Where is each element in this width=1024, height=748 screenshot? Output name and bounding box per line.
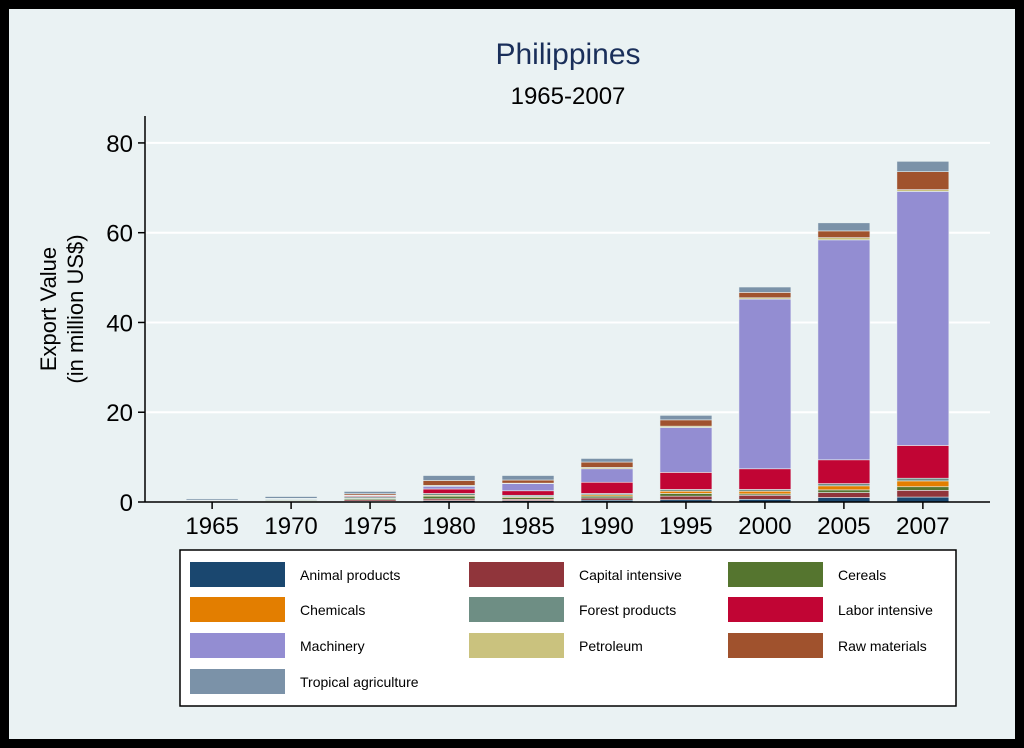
legend-swatch bbox=[728, 597, 823, 622]
bar-segment bbox=[501, 475, 555, 481]
bar-segment bbox=[738, 494, 792, 500]
chart-subtitle: 1965-2007 bbox=[511, 83, 626, 110]
legend-swatch bbox=[190, 597, 285, 622]
bar-segment bbox=[817, 230, 871, 238]
bar-segment bbox=[422, 480, 476, 486]
stacked-bar-chart: Philippines 1965-2007 0 20 40 60 80 1965 1970… bbox=[36, 38, 990, 707]
x-ticks: 1965 1970 1975 1980 1985 1990 1995 2000 2005 2007 bbox=[185, 502, 950, 540]
chart-panel: Philippines 1965-2007 0 20 40 60 80 1965 1970… bbox=[9, 9, 1015, 739]
bar-segment bbox=[896, 171, 950, 190]
bar-segment bbox=[422, 495, 476, 500]
bar-segment bbox=[659, 419, 713, 427]
x-tick-label: 1985 bbox=[501, 513, 554, 540]
bar-segment bbox=[659, 472, 713, 490]
bar-segment bbox=[817, 489, 871, 493]
bar-segment bbox=[580, 481, 634, 494]
bar-segment bbox=[896, 490, 950, 498]
bar-segment bbox=[896, 161, 950, 172]
x-tick-label: 2007 bbox=[896, 513, 949, 540]
legend-label: Tropical agriculture bbox=[300, 674, 419, 690]
legend-swatch bbox=[469, 633, 564, 658]
y-ticks: 0 20 40 60 80 bbox=[106, 131, 145, 517]
legend-label: Cereals bbox=[838, 567, 886, 583]
x-tick-label: 2005 bbox=[817, 513, 870, 540]
legend-swatch bbox=[190, 562, 285, 587]
bar-segment bbox=[580, 458, 634, 463]
legend-swatch bbox=[469, 562, 564, 587]
bar-segment bbox=[501, 490, 555, 496]
bar-segment bbox=[817, 459, 871, 484]
bar-segment bbox=[343, 491, 397, 494]
legend-label: Capital intensive bbox=[579, 567, 682, 583]
legend-label: Raw materials bbox=[838, 638, 927, 654]
y-tick-label: 0 bbox=[120, 490, 133, 517]
x-tick-label: 1975 bbox=[343, 513, 396, 540]
legend-label: Chemicals bbox=[300, 602, 365, 618]
legend-label: Animal products bbox=[300, 567, 400, 583]
x-tick-label: 2000 bbox=[738, 513, 791, 540]
bar-segment bbox=[738, 468, 792, 490]
bar-segment bbox=[580, 497, 634, 501]
bar-segment bbox=[896, 445, 950, 479]
bar-segment bbox=[817, 222, 871, 232]
x-tick-label: 1970 bbox=[264, 513, 317, 540]
bar-segment bbox=[817, 239, 871, 461]
bar-segment bbox=[501, 483, 555, 492]
legend-label: Forest products bbox=[579, 602, 676, 618]
x-tick-label: 1965 bbox=[185, 513, 238, 540]
y-axis-label-line1: Export Value bbox=[36, 247, 61, 371]
y-tick-label: 20 bbox=[106, 400, 133, 427]
legend-swatch bbox=[728, 633, 823, 658]
x-tick-label: 1980 bbox=[422, 513, 475, 540]
bar-segment bbox=[817, 237, 871, 241]
legend-swatch bbox=[728, 562, 823, 587]
bar-segment bbox=[422, 488, 476, 494]
bar-segment bbox=[896, 477, 950, 482]
bar-segment bbox=[501, 479, 555, 484]
legend-swatch bbox=[469, 597, 564, 622]
legend-box bbox=[179, 549, 957, 707]
bar-segment bbox=[659, 427, 713, 473]
x-tick-label: 1995 bbox=[659, 513, 712, 540]
bar-segment bbox=[659, 490, 713, 494]
bar-segment bbox=[738, 298, 792, 470]
bar-segment bbox=[817, 492, 871, 498]
bar-segment bbox=[738, 490, 792, 495]
bar-segment bbox=[580, 468, 634, 483]
bar-segment bbox=[185, 498, 239, 501]
bar-segment bbox=[659, 493, 713, 497]
bar-segment bbox=[659, 495, 713, 501]
bar-segment bbox=[738, 286, 792, 293]
chart-title: Philippines bbox=[495, 38, 640, 71]
legend-swatch bbox=[190, 669, 285, 694]
bars bbox=[185, 161, 950, 503]
bar-segment bbox=[422, 475, 476, 481]
y-axis-label-line2: (in million US$) bbox=[63, 234, 88, 383]
bar-segment bbox=[580, 461, 634, 468]
legend-label: Labor intensive bbox=[838, 602, 933, 618]
bar-segment bbox=[896, 480, 950, 488]
y-tick-label: 40 bbox=[106, 310, 133, 337]
legend-label: Petroleum bbox=[579, 638, 643, 654]
bar-segment bbox=[738, 292, 792, 299]
legend-swatch bbox=[190, 633, 285, 658]
bar-segment bbox=[896, 486, 950, 491]
legend: Animal products Capital intensive Cereals C… bbox=[190, 562, 933, 694]
bar-segment bbox=[896, 191, 950, 446]
bar-segment bbox=[817, 483, 871, 487]
bar-segment bbox=[422, 485, 476, 490]
bar-segment bbox=[264, 496, 318, 499]
bar-segment bbox=[659, 415, 713, 421]
y-tick-label: 60 bbox=[106, 221, 133, 248]
legend-label: Machinery bbox=[300, 638, 365, 654]
x-tick-label: 1990 bbox=[580, 513, 633, 540]
y-tick-label: 80 bbox=[106, 131, 133, 158]
bar-segment bbox=[817, 485, 871, 491]
